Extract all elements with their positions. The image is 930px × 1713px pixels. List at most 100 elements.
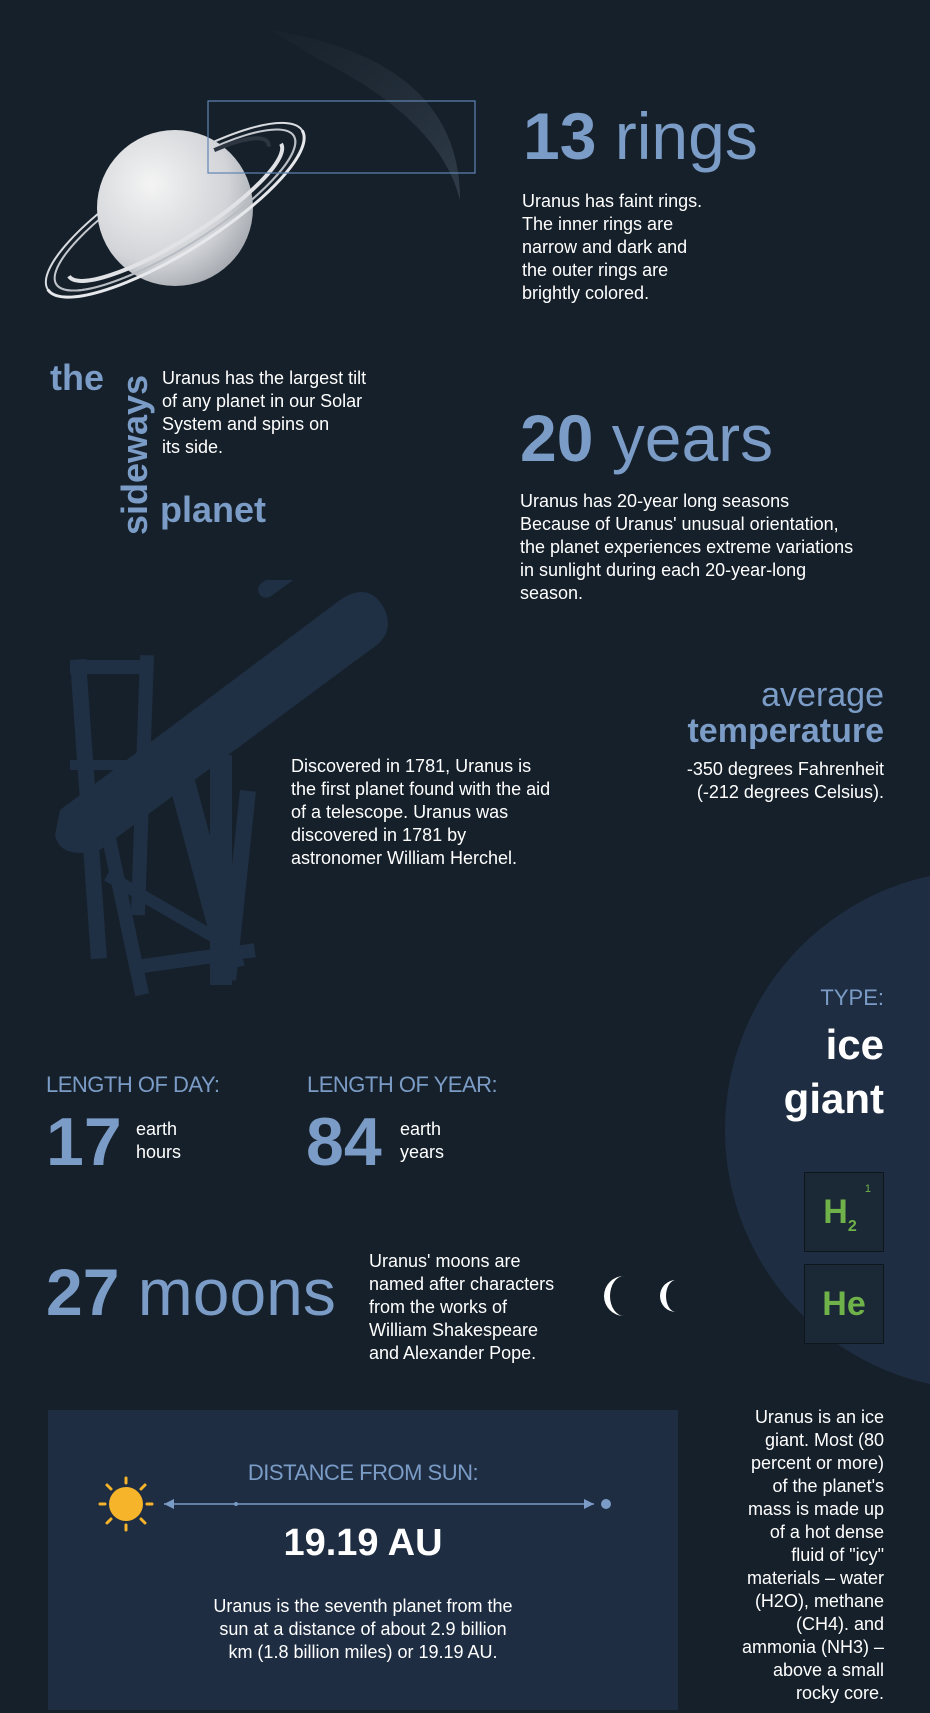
- moons-word: moons: [137, 1255, 336, 1329]
- type-value-line1: ice: [825, 1021, 884, 1068]
- discovery-text-line: Discovered in 1781, Uranus is: [291, 756, 532, 776]
- composition-text-line: materials – water: [746, 1568, 884, 1588]
- ring-highlight-frame: [207, 100, 476, 174]
- tilt-description: Uranus has the largest tilt of any plane…: [162, 367, 366, 459]
- composition-text-line: of a hot dense: [769, 1522, 884, 1542]
- discovery-description: Discovered in 1781, Uranus is the first …: [291, 755, 550, 870]
- rings-text-line: the outer rings are: [522, 260, 669, 280]
- seasons-heading: 20 years: [520, 398, 773, 478]
- discovery-text-line: astronomer William Herchel.: [291, 848, 518, 868]
- tilt-sideways: sideways: [114, 374, 155, 535]
- year-unit: earth years: [400, 1118, 444, 1164]
- element-hydrogen: 1 H2: [804, 1172, 884, 1252]
- composition-text-line: (CH4). and: [795, 1614, 884, 1634]
- distance-label: DISTANCE FROM SUN:: [247, 1460, 479, 1485]
- uranus-dot-icon: [601, 1499, 611, 1509]
- crescent-moons-icon: [604, 1276, 676, 1316]
- discovery-text-line: the first planet found with the aid: [291, 779, 551, 799]
- uranus-sphere: [97, 130, 253, 286]
- rings-word: rings: [614, 99, 758, 173]
- temperature-label-heading: temperature: [687, 712, 884, 750]
- composition-description: Uranus is an ice giant. Most (80 percent…: [742, 1406, 884, 1705]
- distance-diagram: [98, 1476, 611, 1532]
- day-label: LENGTH OF DAY:: [46, 1072, 220, 1097]
- rings-front: [46, 129, 306, 299]
- temperature-description: -350 degrees Fahrenheit (-212 degrees Ce…: [687, 758, 884, 804]
- ring-glow-streak: [270, 30, 460, 200]
- arrow-right-icon: [584, 1499, 594, 1509]
- day-number: 17: [46, 1104, 122, 1180]
- tilt-planet: planet: [160, 489, 267, 530]
- tilt-text-line: System and spins on: [162, 414, 330, 434]
- rings-number: 13: [523, 99, 597, 173]
- seasons-description: Uranus has 20-year long seasons Because …: [520, 490, 853, 605]
- moons-description: Uranus' moons are named after characters…: [369, 1250, 554, 1365]
- distance-description: Uranus is the seventh planet from the su…: [48, 1595, 678, 1664]
- temperature-label-average: average: [761, 676, 884, 714]
- rings-text-line: Uranus has faint rings.: [522, 191, 703, 211]
- composition-text-line: giant. Most (80: [764, 1430, 884, 1450]
- year-unit-line: years: [400, 1142, 445, 1162]
- discovery-text-line: of a telescope. Uranus was: [291, 802, 509, 822]
- sun-icon: [98, 1476, 154, 1532]
- type-label: TYPE:: [820, 985, 884, 1010]
- rings-text-line: The inner rings are: [522, 214, 674, 234]
- hydrogen-subscript: 2: [847, 1217, 857, 1235]
- composition-text-line: above a small: [772, 1660, 884, 1680]
- hydrogen-symbol: H2: [797, 1193, 883, 1236]
- moons-number: 27: [46, 1255, 120, 1329]
- rings-heading: 13 rings: [523, 96, 758, 176]
- moons-text-line: Uranus' moons are: [369, 1251, 521, 1271]
- hydrogen-symbol-text: H: [823, 1193, 848, 1231]
- composition-text-line: percent or more): [750, 1453, 884, 1473]
- day-unit-line: hours: [136, 1142, 182, 1162]
- helium-symbol: He: [822, 1285, 866, 1323]
- moons-text-line: William Shakespeare: [369, 1320, 539, 1340]
- seasons-text-line: the planet experiences extreme variation…: [520, 537, 854, 557]
- year-unit-line: earth: [400, 1119, 442, 1139]
- moons-text-line: from the works of: [369, 1297, 508, 1317]
- distance-value: 19.19 AU: [283, 1522, 443, 1564]
- composition-text-line: (H2O), methane: [754, 1591, 884, 1611]
- arrow-left-icon: [164, 1499, 174, 1509]
- moons-text-line: and Alexander Pope.: [369, 1343, 537, 1363]
- seasons-text-line: in sunlight during each 20-year-long: [520, 560, 807, 580]
- composition-text-line: Uranus is an ice: [754, 1407, 884, 1427]
- year-number: 84: [306, 1104, 382, 1180]
- composition-text-line: rocky core.: [795, 1683, 884, 1703]
- composition-text-line: fluid of "icy": [791, 1545, 884, 1565]
- seasons-text-line: season.: [520, 583, 584, 603]
- seasons-word: years: [611, 401, 774, 475]
- moons-heading: 27 moons: [46, 1252, 336, 1332]
- composition-text-line: mass is made up: [747, 1499, 884, 1519]
- tilt-text-line: its side.: [162, 437, 224, 457]
- seasons-text-line: Because of Uranus' unusual orientation,: [520, 514, 839, 534]
- temperature-text-line: -350 degrees Fahrenheit: [686, 759, 884, 779]
- telescope-icon: [55, 580, 388, 997]
- tilt-text-line: of any planet in our Solar: [162, 391, 363, 411]
- composition-text-line: of the planet's: [772, 1476, 884, 1496]
- rings-text-line: narrow and dark and: [522, 237, 688, 257]
- element-helium: He: [804, 1264, 884, 1344]
- distance-text-line: km (1.8 billion miles) or 19.19 AU.: [228, 1642, 498, 1662]
- tilt-the: the: [50, 357, 104, 398]
- seasons-text-line: Uranus has 20-year long seasons: [520, 491, 790, 511]
- hydrogen-atomic-number: 1: [864, 1183, 871, 1195]
- seasons-number: 20: [520, 401, 594, 475]
- day-unit: earth hours: [136, 1118, 181, 1164]
- tilt-text-line: Uranus has the largest tilt: [162, 368, 367, 388]
- rings-description: Uranus has faint rings. The inner rings …: [522, 190, 702, 305]
- moons-text-line: named after characters: [369, 1274, 555, 1294]
- discovery-text-line: discovered in 1781 by: [291, 825, 467, 845]
- temperature-text-line: (-212 degrees Celsius).: [696, 782, 884, 802]
- rings-text-line: brightly colored.: [522, 283, 650, 303]
- year-label: LENGTH OF YEAR:: [307, 1072, 498, 1097]
- distance-text-line: Uranus is the seventh planet from the: [213, 1596, 513, 1616]
- distance-panel: [48, 1410, 678, 1710]
- composition-text-line: ammonia (NH3) –: [741, 1637, 884, 1657]
- day-unit-line: earth: [136, 1119, 178, 1139]
- distance-text-line: sun at a distance of about 2.9 billion: [219, 1619, 507, 1639]
- distance-marker: [234, 1502, 238, 1506]
- type-value-line2: giant: [783, 1075, 884, 1122]
- uranus-planet-illustration: [44, 30, 476, 299]
